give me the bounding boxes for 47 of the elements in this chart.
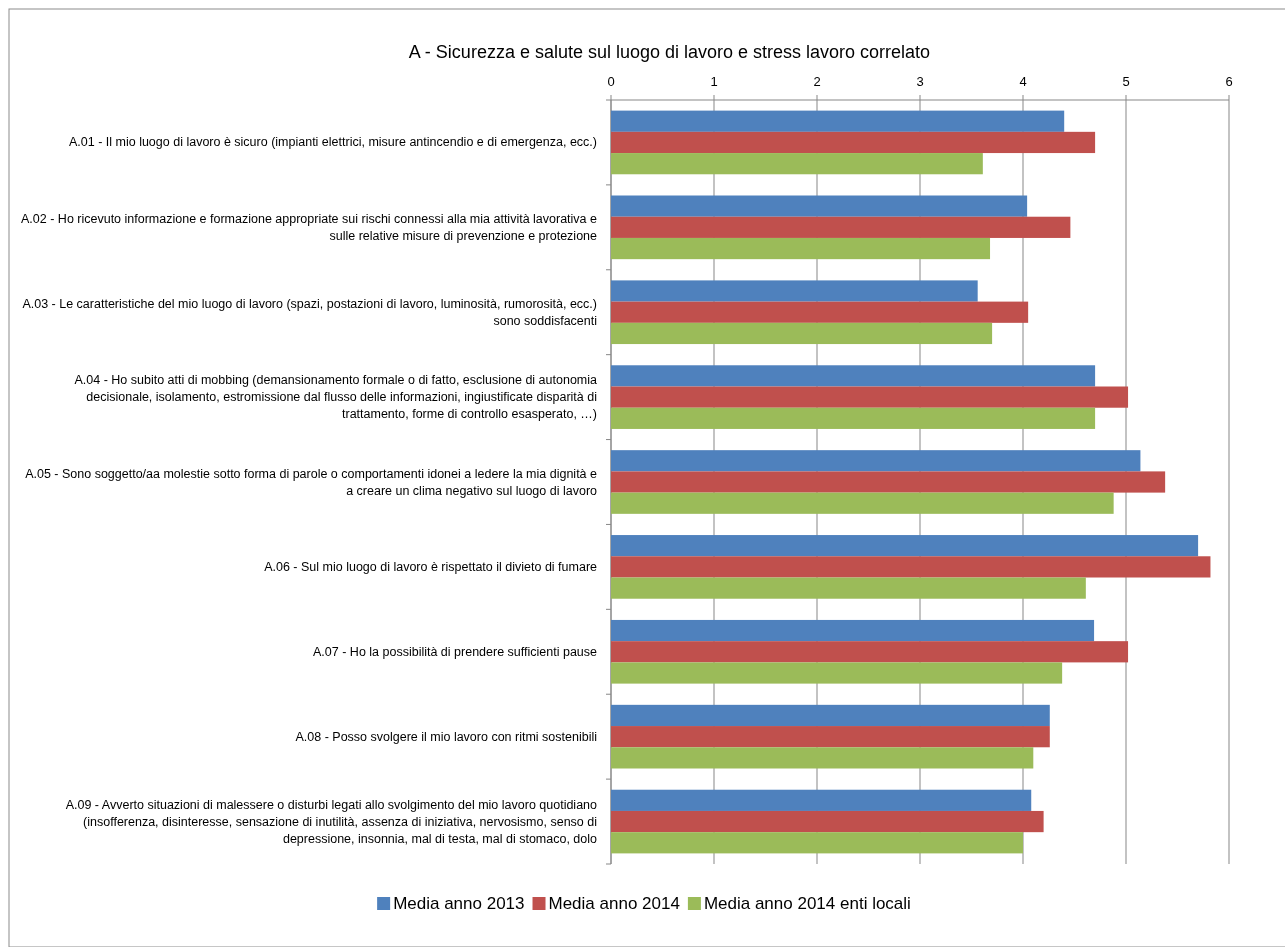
bar — [611, 535, 1199, 557]
legend-label: Media anno 2013 — [393, 894, 525, 913]
x-tick-label: 5 — [1122, 74, 1130, 89]
bar — [611, 450, 1141, 472]
bar — [611, 556, 1211, 578]
bar — [611, 195, 1028, 217]
bar — [611, 407, 1096, 429]
y-tick-label: A.06 - Sul mio luogo di lavoro è rispettato il divieto di fumare — [264, 559, 598, 574]
y-tick-label: A.05 - Sono soggetto/aa molestie sotto forma di parole o comportamenti idonei a ledere la mia dignità e a creare un clima negativo sul luogo di lavoro — [25, 466, 598, 498]
x-tick-label: 3 — [916, 74, 924, 89]
bar — [611, 810, 1044, 833]
bar — [611, 619, 1095, 642]
bar — [611, 726, 1050, 748]
x-tick-label: 1 — [710, 74, 718, 89]
bar — [611, 577, 1086, 599]
bar — [611, 492, 1114, 514]
y-tick-label: A.07 - Ho la possibilità di prendere sufficienti pause — [313, 644, 598, 659]
bar — [611, 471, 1166, 493]
x-tick-label: 0 — [607, 74, 615, 89]
bar — [611, 280, 978, 302]
y-tick-label: A.03 - Le caratteristiche del mio luogo di lavoro (spazi, postazioni di lavoro, luminosità, rumorosità, ecc.) sono soddisfacenti — [22, 296, 597, 328]
bar — [611, 153, 983, 175]
y-tick-label: A.01 - Il mio luogo di lavoro è sicuro (impianti elettrici, misure antincendio e di emergenza, ecc.) — [68, 135, 597, 150]
bar — [611, 365, 1096, 387]
legend-label: Media anno 2014 enti locali — [703, 894, 911, 913]
bar — [611, 131, 1096, 154]
bar — [611, 641, 1129, 663]
x-tick-label: 4 — [1019, 74, 1027, 89]
bar — [611, 662, 1063, 684]
y-tick-label: A.02 - Ho ricevuto informazione e formazione appropriate sui rischi connessi alla mia attività lavorativa e sulle relative misure di prevenzione e protezione — [21, 211, 598, 243]
bar — [611, 789, 1032, 811]
legend-label: Media anno 2014 — [548, 894, 680, 913]
bar — [611, 301, 1029, 323]
y-tick-label: A.04 - Ho subito atti di mobbing (demansionamento formale o di fatto, esclusione di autonomia decisionale, isolamento, estromissione dal flusso delle informazioni, ingiustificate disparità di trattamento, forme di controllo esasperato, …) — [74, 373, 598, 422]
x-tick-label: 6 — [1225, 74, 1233, 89]
bar — [611, 386, 1129, 408]
bar — [611, 110, 1065, 132]
x-tick-label: 2 — [813, 74, 821, 89]
bar — [611, 747, 1034, 769]
y-tick-label: A.08 - Posso svolgere il mio lavoro con ritmi sostenibili — [295, 729, 597, 744]
bar — [611, 216, 1071, 238]
bar — [611, 832, 1023, 854]
bar — [611, 322, 993, 345]
bar — [611, 237, 991, 260]
bar — [611, 704, 1050, 727]
chart-title: A - Sicurezza e salute sul luogo di lavoro e stress lavoro correlato — [408, 42, 931, 62]
y-tick-label: A.09 - Avverto situazioni di malessere o disturbi legati allo svolgimento del mio lavoro quotidiano (insofferenza, disinteresse, sensazione di inutilità, assenza di iniziativa, nervosismo, senso di depressione, insonnia, mal di testa, mal di stomaco, dolo — [65, 797, 598, 846]
